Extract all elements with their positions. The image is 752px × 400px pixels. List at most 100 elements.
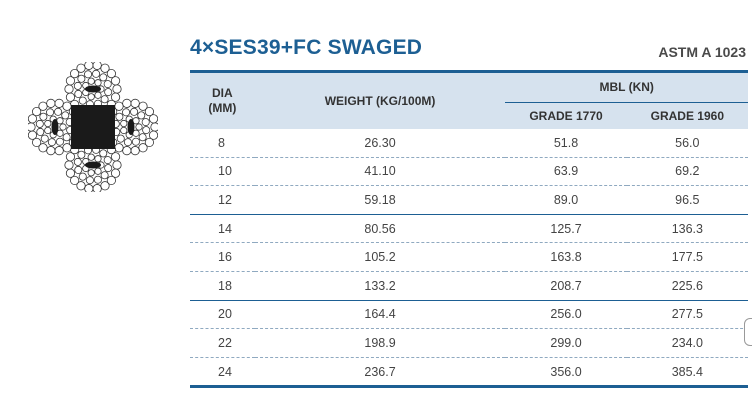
scroll-edge-handle[interactable] [744,318,752,346]
wire [36,127,45,136]
wire [44,119,52,128]
wire [99,73,108,82]
cell-dia: 8 [190,129,255,158]
wire [78,172,87,181]
cell-weight: 26.30 [254,129,506,158]
wire [32,106,42,117]
wire [64,84,74,94]
cell-grade-1770: 163.8 [505,242,627,272]
cell-dia: 16 [190,242,255,272]
wire [122,146,132,156]
cell-grade-1770: 125.7 [505,214,627,244]
wire [103,156,112,165]
wire [100,95,109,104]
wire [138,143,148,153]
wire [115,112,124,121]
wire [144,137,154,148]
wire [130,98,140,108]
wire [110,152,121,162]
cell-grade-1960: 385.4 [626,357,748,389]
wire [116,134,125,143]
wire [38,143,48,153]
wire [94,91,102,99]
cell-grade-1770: 256.0 [505,300,627,330]
wire [54,146,64,156]
wire [148,114,158,124]
strand-core [85,161,101,169]
wire [148,130,158,140]
table-row: 22 198.9 299.0 234.0 [190,328,748,358]
wire [150,122,158,132]
header-mbl: MBL (KN) [505,70,748,103]
table-row: 20 164.4 256.0 277.5 [190,300,748,330]
cell-dia: 22 [190,328,255,358]
wire [28,122,36,132]
wire [130,107,139,116]
wire [65,152,76,162]
wire [46,98,56,108]
strand-core [127,119,135,135]
rope-cross-section-image [28,62,158,192]
cell-grade-1770: 63.9 [505,157,627,187]
header-dia: DIA (MM) [190,70,255,129]
wire [93,175,102,184]
wire [61,111,70,120]
wire [44,126,52,135]
wire [87,77,95,85]
wire [35,119,44,128]
wire [54,98,64,108]
wire [110,92,121,102]
table-row: 12 59.18 89.0 96.5 [190,185,748,215]
wire [112,84,122,94]
wire [112,160,122,170]
wire [130,146,140,156]
header-weight: WEIGHT (KG/100M) [254,70,506,129]
cell-grade-1960: 69.2 [626,157,748,187]
wire [85,176,94,185]
wire [73,157,82,166]
wire [74,89,83,98]
wire [122,98,132,108]
wire [84,184,94,192]
wire [106,175,116,186]
table-row: 18 133.2 208.7 225.6 [190,271,748,301]
wire [74,165,83,174]
cell-weight: 236.7 [254,357,506,389]
cell-weight: 41.10 [254,157,506,187]
page-title: 4×SES39+FC SWAGED [190,36,423,59]
strand-core [51,119,59,135]
wire [110,76,121,86]
cell-weight: 164.4 [254,300,506,330]
wire [104,164,113,173]
wire [55,137,64,146]
wire [122,108,131,117]
cell-dia: 18 [190,271,255,301]
wire [77,74,86,83]
cell-grade-1770: 208.7 [505,271,627,301]
cell-grade-1960: 96.5 [626,185,748,215]
wire [99,149,108,158]
cell-dia: 20 [190,300,255,330]
cell-grade-1960: 225.6 [626,271,748,301]
wire [28,130,38,140]
wire [59,123,67,131]
cell-dia: 12 [190,185,255,215]
wire [103,80,112,89]
wire [106,68,116,79]
cell-weight: 105.2 [254,242,506,272]
wire [46,146,56,156]
wire [39,112,48,121]
wire [142,126,151,135]
header-grade-1960: GRADE 1960 [626,102,748,129]
wire [87,153,95,161]
header-dia-unit: (MM) [208,101,237,115]
wire [70,68,80,79]
cell-grade-1770: 89.0 [505,185,627,215]
cell-dia: 14 [190,214,255,244]
wire [110,168,121,178]
fiber-core [71,105,115,149]
wire [65,76,76,86]
table-row: 16 105.2 163.8 177.5 [190,242,748,272]
cell-grade-1960: 277.5 [626,300,748,330]
header-grade-1770: GRADE 1770 [505,102,627,129]
